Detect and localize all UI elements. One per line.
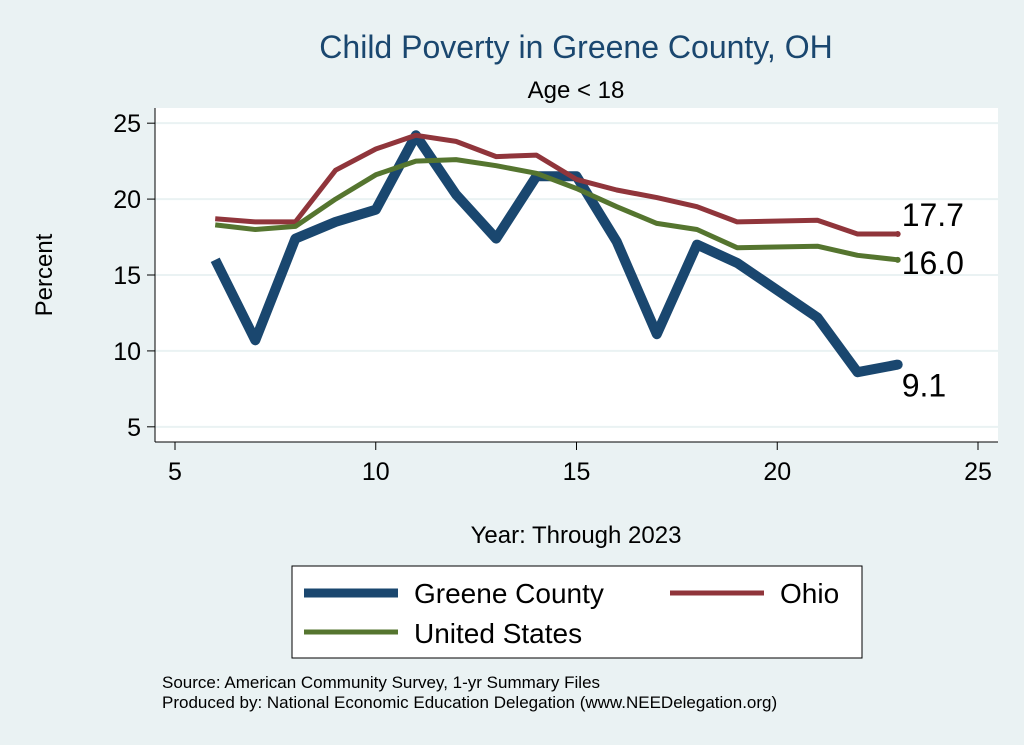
series-lines	[210, 130, 903, 378]
series-line-ohio-end-marker	[894, 231, 901, 238]
y-tick-label-10: 10	[113, 338, 141, 366]
x-tick-label-5: 5	[168, 458, 182, 486]
end-label-ohio: 17.7	[902, 197, 964, 233]
x-tick-label-10: 10	[362, 458, 390, 486]
x-tick-label-15: 15	[563, 458, 591, 486]
series-line-greene-county-end-marker	[892, 359, 903, 370]
x-axis-label: Year: Through 2023	[471, 522, 682, 549]
y-axis-label: Percent	[31, 233, 58, 316]
legend-label-united-states: United States	[414, 618, 582, 649]
end-label-greene-county: 9.1	[902, 368, 946, 404]
y-tick-label-5: 5	[127, 414, 141, 442]
legend-label-ohio: Ohio	[780, 578, 839, 609]
legend: Greene County Ohio United States	[291, 565, 863, 659]
legend-label-greene-county: Greene County	[414, 578, 604, 609]
source-note: Source: American Community Survey, 1-yr …	[162, 673, 600, 692]
series-line-greene-county	[210, 130, 899, 378]
chart-title: Child Poverty in Greene County, OH	[319, 29, 832, 65]
series-line-united-states-end-marker	[894, 256, 901, 263]
series-line-united-states	[214, 157, 898, 263]
produced-by-note: Produced by: National Economic Education…	[162, 693, 777, 712]
grid-lines	[155, 122, 998, 428]
x-tick-label-20: 20	[763, 458, 791, 486]
y-tick-label-20: 20	[113, 186, 141, 214]
end-label-united-states: 16.0	[902, 245, 964, 281]
chart-subtitle: Age < 18	[528, 77, 625, 104]
axes: 5 10 15 20 25 5 10 15 20 25	[113, 108, 998, 486]
y-tick-label-25: 25	[113, 110, 141, 138]
x-tick-label-25: 25	[964, 458, 992, 486]
legend-box	[291, 565, 863, 659]
series-line-ohio	[215, 132, 898, 237]
end-labels: 9.1 17.7 16.0	[902, 197, 964, 404]
y-tick-label-15: 15	[113, 262, 141, 290]
